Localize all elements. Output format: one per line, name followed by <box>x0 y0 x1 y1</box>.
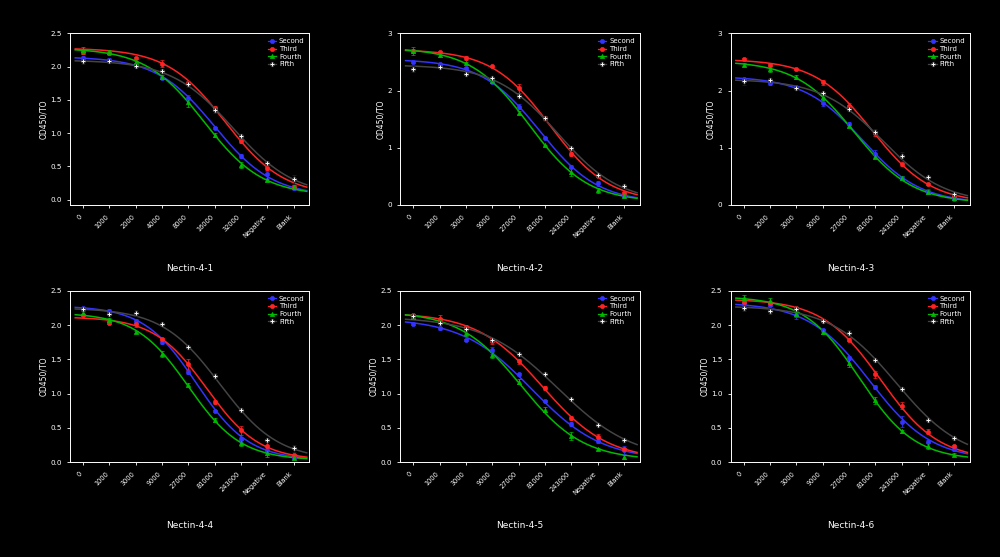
Y-axis label: OD450/TO: OD450/TO <box>39 357 48 396</box>
Title: Nectin-4-5: Nectin-4-5 <box>496 521 544 530</box>
Y-axis label: OD450/TO: OD450/TO <box>700 357 709 396</box>
Legend: Second, Third, Fourth, Fifth: Second, Third, Fourth, Fifth <box>927 37 967 69</box>
Y-axis label: OD450/TO: OD450/TO <box>369 357 378 396</box>
Title: Nectin-4-4: Nectin-4-4 <box>166 521 213 530</box>
Legend: Second, Third, Fourth, Fifth: Second, Third, Fourth, Fifth <box>597 37 636 69</box>
Legend: Second, Third, Fourth, Fifth: Second, Third, Fourth, Fifth <box>927 294 967 326</box>
Y-axis label: OD450/TO: OD450/TO <box>376 100 385 139</box>
Legend: Second, Third, Fourth, Fifth: Second, Third, Fourth, Fifth <box>266 37 306 69</box>
Title: Nectin-4-1: Nectin-4-1 <box>166 264 213 273</box>
Legend: Second, Third, Fourth, Fifth: Second, Third, Fourth, Fifth <box>597 294 636 326</box>
Legend: Second, Third, Fourth, Fifth: Second, Third, Fourth, Fifth <box>266 294 306 326</box>
Title: Nectin-4-6: Nectin-4-6 <box>827 521 874 530</box>
Y-axis label: OD450/TO: OD450/TO <box>707 100 716 139</box>
Title: Nectin-4-3: Nectin-4-3 <box>827 264 874 273</box>
Y-axis label: OD450/TO: OD450/TO <box>39 100 48 139</box>
Title: Nectin-4-2: Nectin-4-2 <box>496 264 544 273</box>
